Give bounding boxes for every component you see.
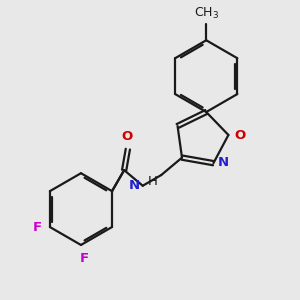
Text: O: O bbox=[234, 129, 245, 142]
Text: H: H bbox=[148, 176, 158, 188]
Text: N: N bbox=[217, 156, 228, 169]
Text: F: F bbox=[79, 252, 88, 265]
Text: CH$_3$: CH$_3$ bbox=[194, 6, 219, 21]
Text: N: N bbox=[129, 179, 140, 192]
Text: O: O bbox=[121, 130, 133, 143]
Text: F: F bbox=[33, 221, 42, 235]
